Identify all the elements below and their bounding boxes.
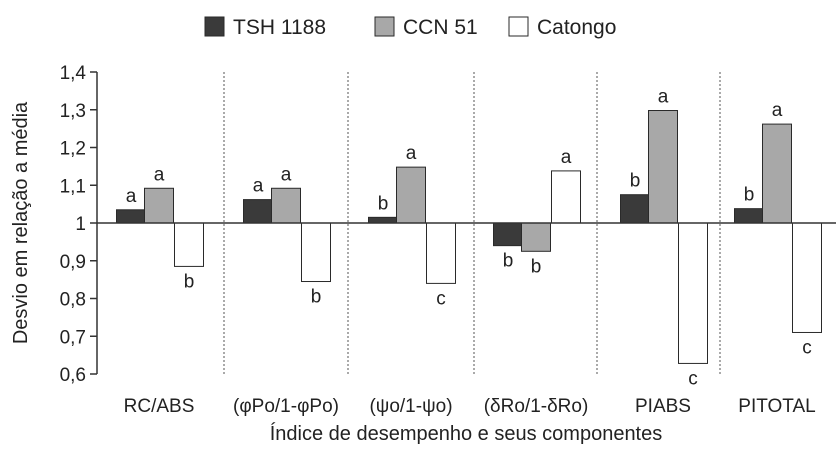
bar — [792, 222, 822, 333]
bar-letter-label: b — [378, 193, 389, 214]
x-category-label: RC/ABS — [124, 396, 195, 417]
bar — [678, 222, 708, 364]
y-tick-label: 1 — [75, 214, 86, 235]
y-tick-label: 1,4 — [60, 63, 87, 84]
bar — [648, 110, 678, 224]
bar — [271, 187, 301, 224]
bar — [620, 194, 650, 224]
x-category-label: PIABS — [635, 396, 691, 417]
y-tick-label: 1,1 — [60, 176, 86, 197]
y-tick-label: 0,7 — [60, 327, 86, 348]
bar — [144, 187, 174, 224]
bar-letter-label: a — [658, 87, 669, 108]
bar — [551, 170, 581, 224]
bar — [734, 208, 764, 224]
y-axis-title: Desvio em relação a média — [10, 101, 32, 344]
bar-letter-label: c — [436, 288, 446, 309]
x-category-label: (φPo/1-φPo) — [233, 396, 339, 417]
bar — [396, 166, 426, 224]
bar-letter-label: a — [154, 164, 165, 185]
bar — [521, 222, 551, 252]
y-tick-label: 1,2 — [60, 139, 86, 160]
bar — [762, 123, 792, 224]
bar-letter-label: b — [630, 171, 641, 192]
x-axis-labels: RC/ABS (φPo/1-φPo) (ψo/1-ψo) (δRo/1-δRo) PIA… — [124, 396, 816, 417]
legend-swatch — [204, 16, 225, 37]
bar — [493, 222, 523, 247]
bar-letter-label: a — [406, 143, 417, 164]
bar — [243, 199, 273, 224]
bar-letter-label: b — [311, 287, 322, 308]
bar-letter-label: a — [772, 100, 783, 121]
bar — [116, 209, 146, 224]
bar-letter-label: a — [561, 147, 572, 168]
bar-letter-label: c — [688, 368, 698, 389]
bar-letter-label: b — [531, 256, 542, 277]
bar — [174, 222, 204, 267]
bar — [301, 222, 331, 283]
bars — [116, 110, 822, 364]
y-tick-label: 0,8 — [60, 290, 86, 311]
bar-letter-label: a — [253, 176, 264, 197]
x-axis-title: Índice de desempenho e seus componentes — [270, 422, 663, 445]
bar-letter-label: c — [802, 337, 812, 358]
bar — [426, 222, 456, 284]
x-category-label: PITOTAL — [738, 396, 815, 417]
legend-swatch — [508, 16, 529, 37]
legend-swatch — [374, 16, 395, 37]
y-tick-label: 0,9 — [60, 252, 86, 273]
y-tick-label: 0,6 — [60, 365, 86, 386]
bar-letter-label: a — [126, 186, 137, 207]
bar-letter-label: b — [184, 271, 195, 292]
legend: TSH 1188 CCN 51 Catongo — [204, 16, 616, 39]
bar-letter-label: b — [744, 185, 755, 206]
x-category-label: (δRo/1-δRo) — [484, 396, 589, 417]
legend-label: CCN 51 — [403, 16, 478, 39]
legend-label: TSH 1188 — [233, 16, 326, 39]
bar-letter-label: b — [503, 251, 514, 272]
y-axis-ticks: 0,6 0,7 0,8 0,9 1 1,1 1,2 1,3 1,4 — [60, 63, 97, 386]
y-tick-label: 1,3 — [60, 101, 86, 122]
legend-label: Catongo — [537, 16, 616, 39]
bar — [368, 216, 398, 224]
x-category-label: (ψo/1-ψo) — [369, 396, 452, 417]
bar-letter-label: a — [281, 164, 292, 185]
